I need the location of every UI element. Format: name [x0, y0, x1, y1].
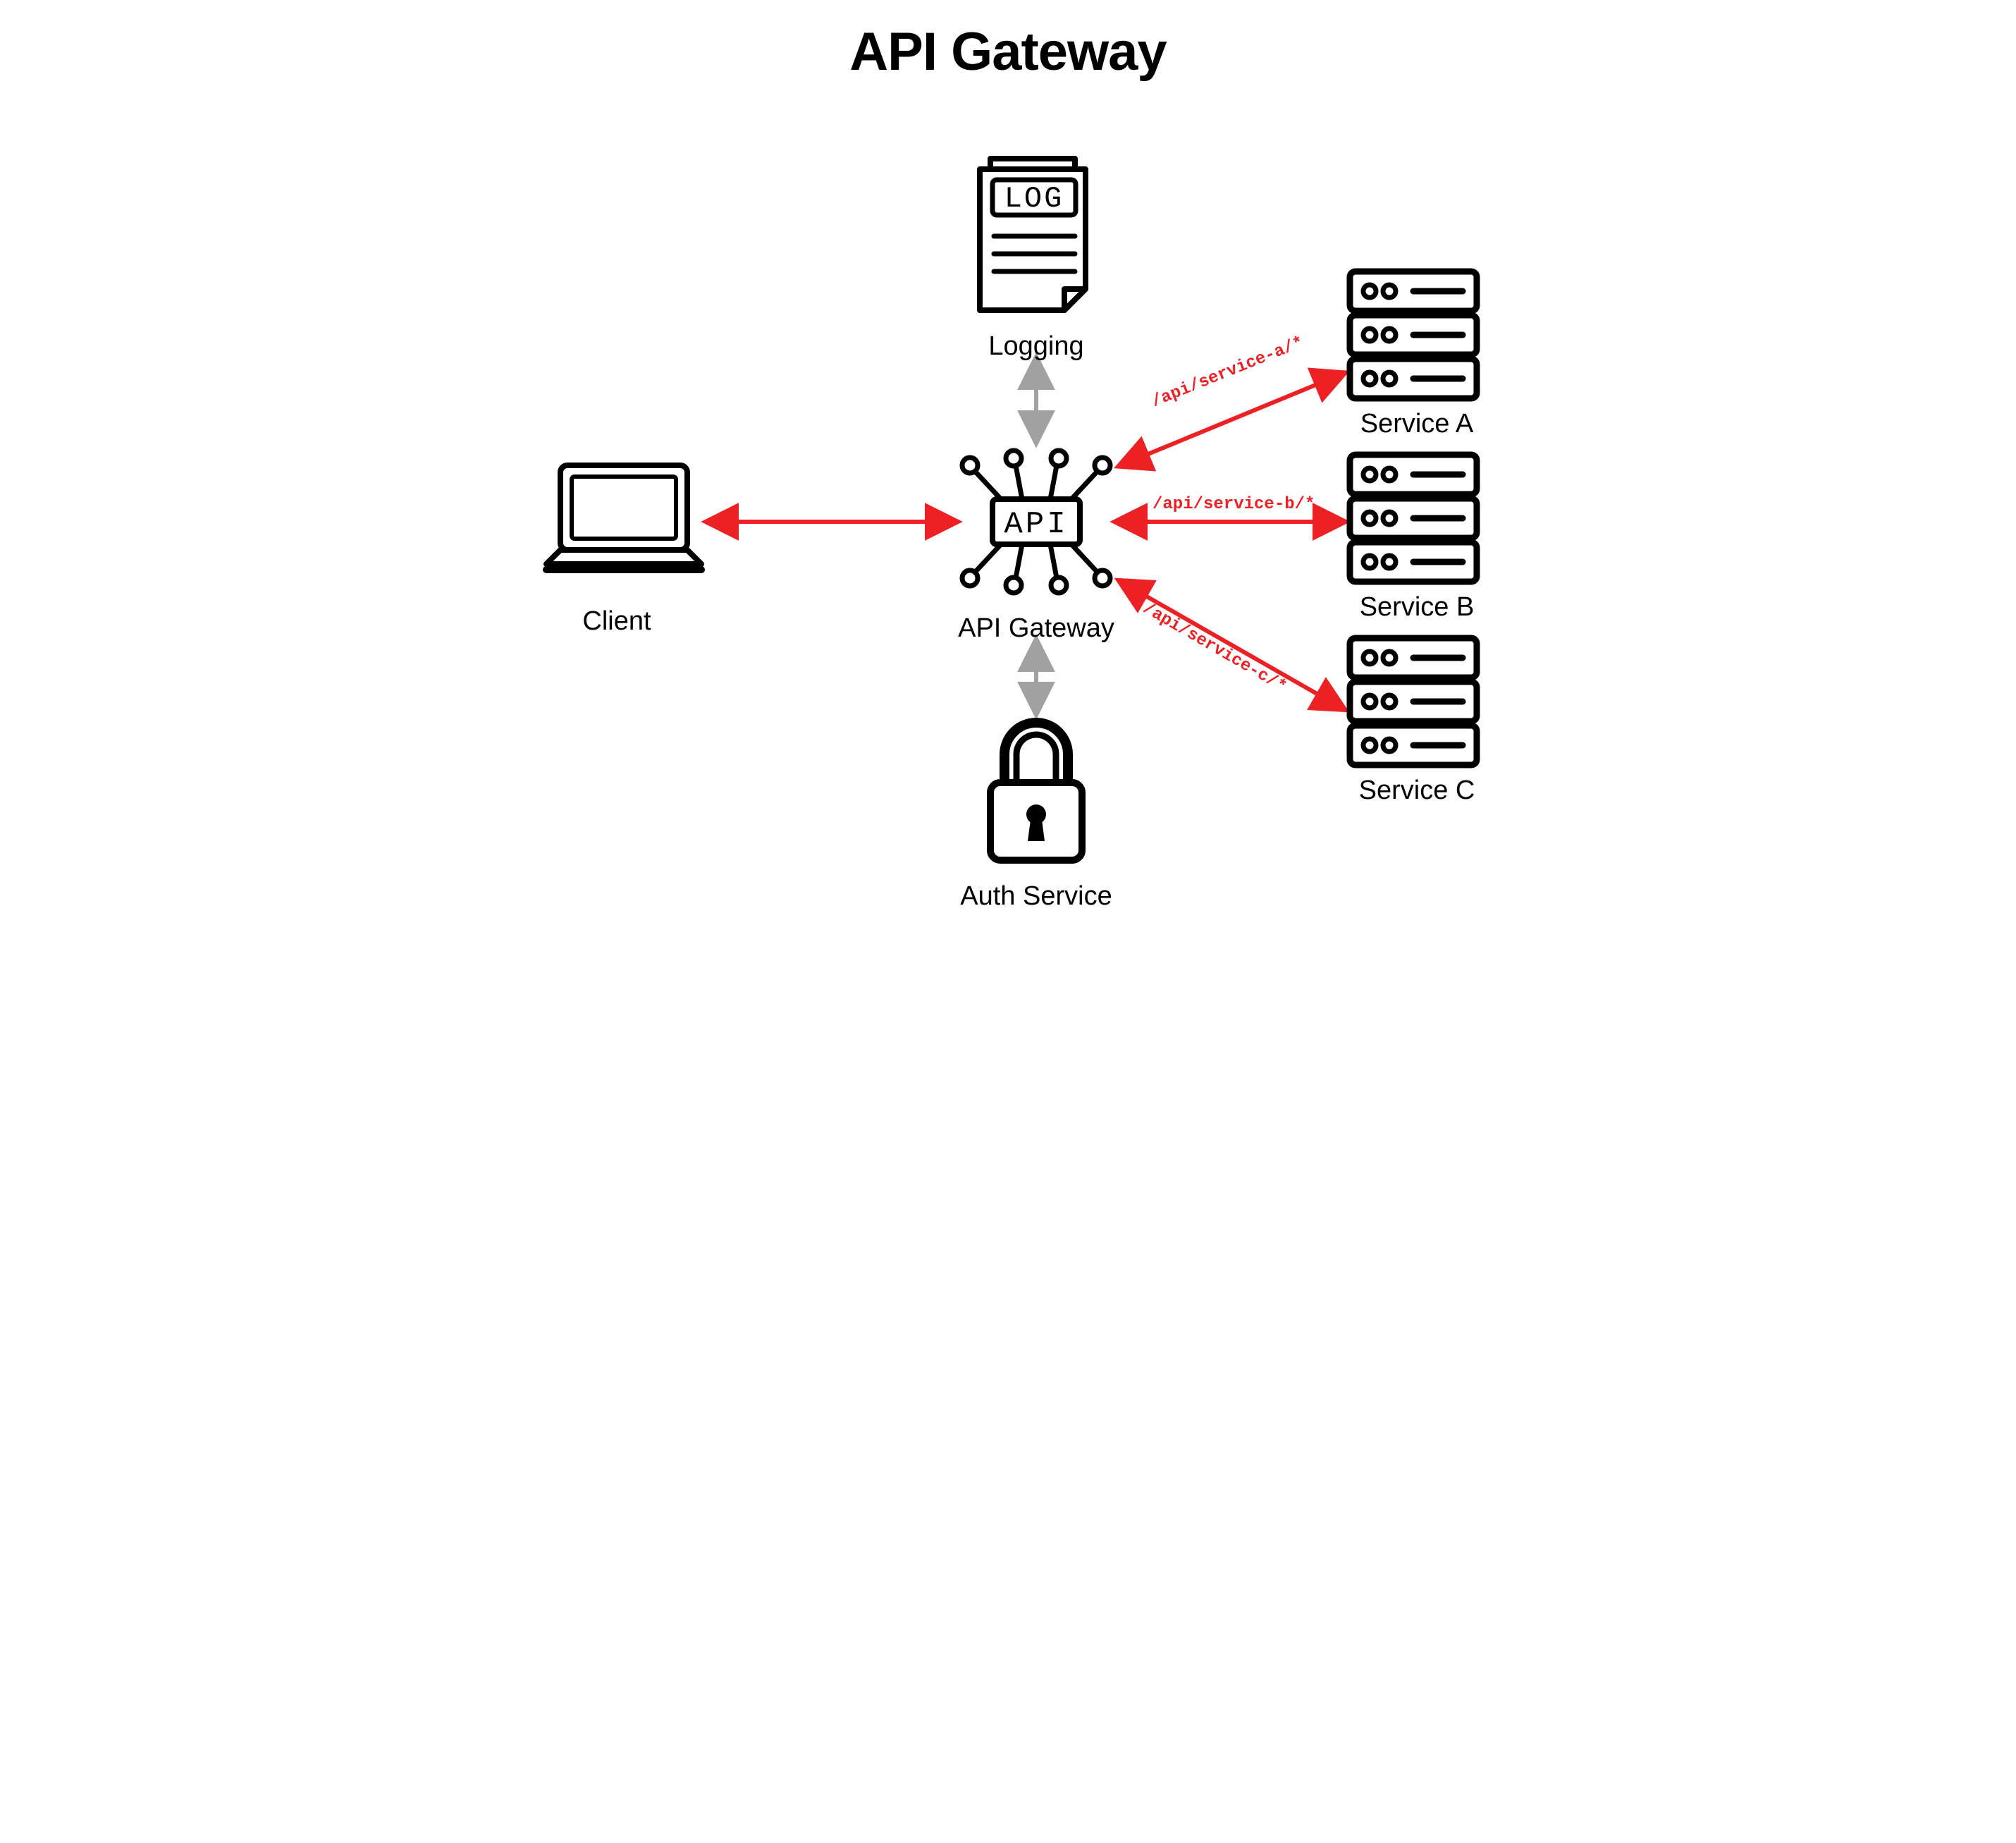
- lock-icon: [990, 723, 1082, 860]
- api-chip-icon: API: [962, 451, 1110, 593]
- edge-gateway-service-c: [1121, 582, 1343, 709]
- server-stack-icon: [1350, 638, 1477, 765]
- node-label-service-b: Service B: [1360, 592, 1475, 623]
- laptop-icon: [546, 465, 701, 570]
- diagram-canvas: API Gateway: [504, 0, 1512, 922]
- server-stack-icon: [1350, 271, 1477, 398]
- node-label-client: Client: [582, 606, 651, 637]
- server-stack-icon: [1350, 455, 1477, 582]
- api-chip-text: API: [1004, 507, 1068, 542]
- node-label-logging: Logging: [988, 331, 1083, 362]
- node-label-service-a: Service A: [1360, 409, 1474, 439]
- node-label-auth: Auth Service: [960, 881, 1112, 912]
- log-document-icon: LOG: [980, 159, 1086, 310]
- node-label-gateway: API Gateway: [958, 613, 1114, 644]
- log-chip-text: LOG: [1004, 182, 1064, 216]
- edge-label-service-b: /api/service-b/*: [1153, 495, 1315, 514]
- edge-gateway-service-a: [1121, 374, 1343, 465]
- node-label-service-c: Service C: [1359, 776, 1475, 806]
